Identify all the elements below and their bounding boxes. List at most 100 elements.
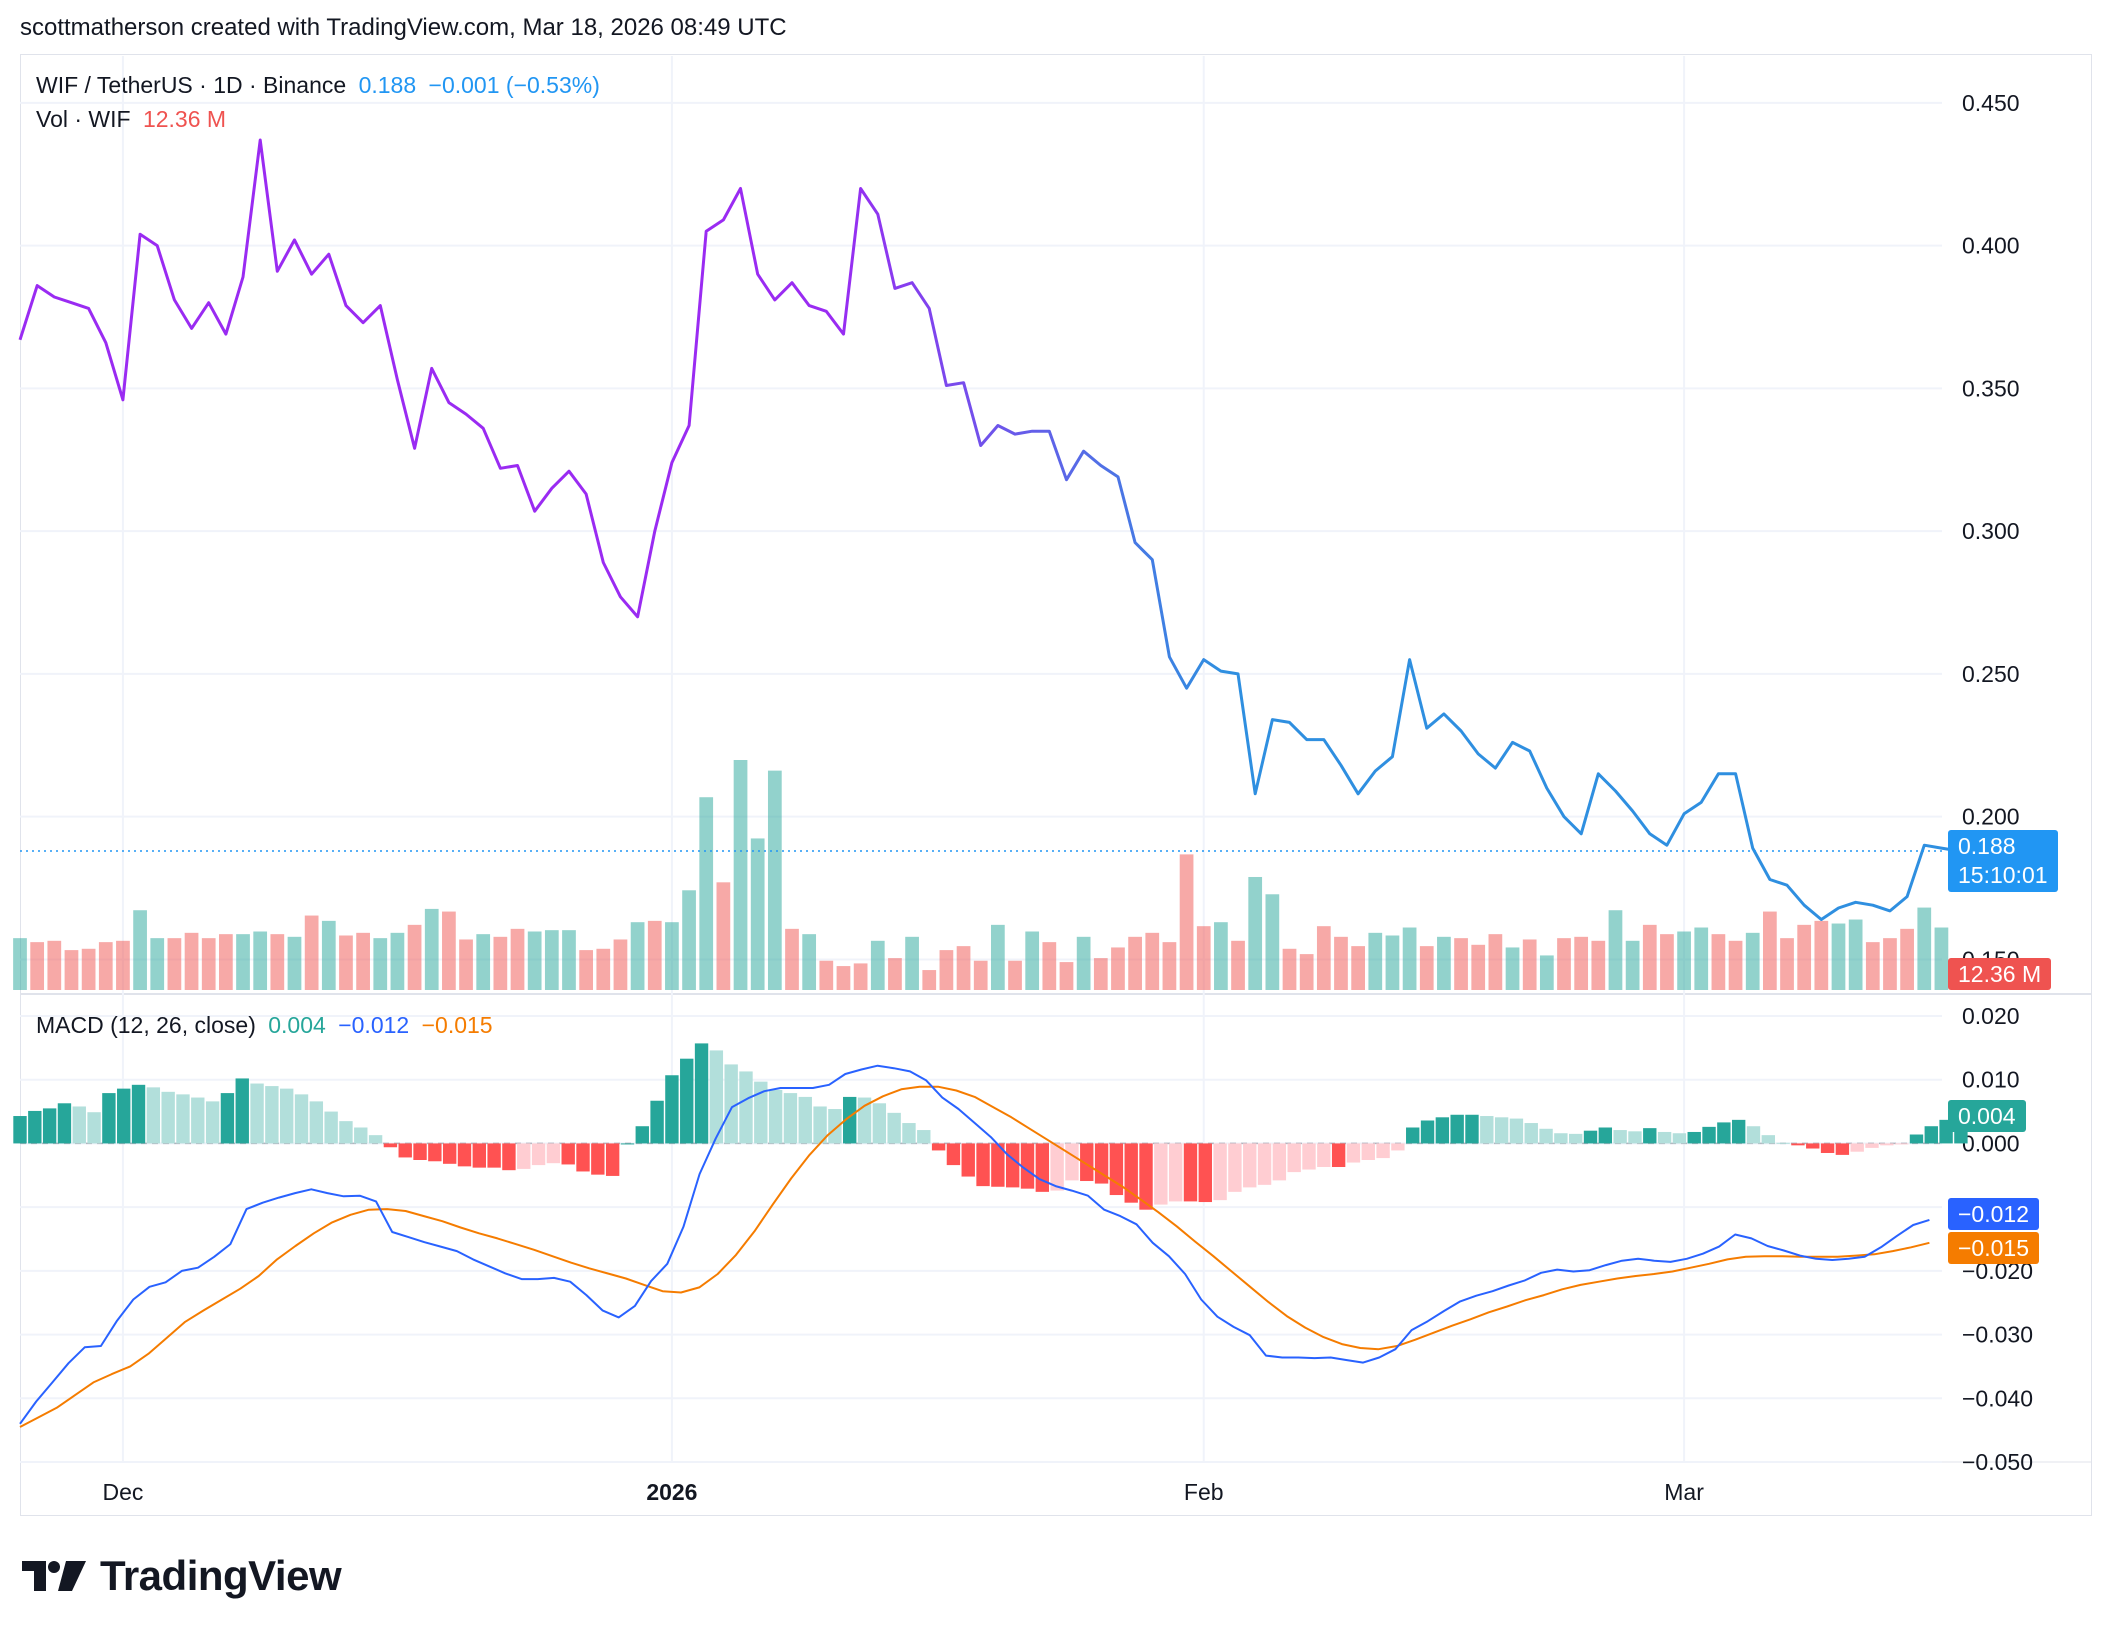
macd-histogram-bar xyxy=(1613,1130,1627,1144)
macd-histogram-bar xyxy=(843,1096,857,1144)
macd-histogram-bar xyxy=(309,1101,324,1144)
volume-bar xyxy=(133,910,147,990)
macd-histogram-bar xyxy=(1880,1143,1894,1146)
volume-bar xyxy=(1093,958,1108,990)
macd-histogram-bar xyxy=(1865,1143,1879,1148)
macd-histogram-bar xyxy=(220,1093,235,1144)
macd-histogram-bar xyxy=(146,1087,161,1144)
price-legend: WIF / TetherUS · 1D · Binance 0.188 −0.0… xyxy=(36,72,606,99)
macd-histogram-bar xyxy=(1272,1143,1287,1181)
macd-histogram-bar xyxy=(1717,1122,1731,1144)
volume-bar xyxy=(1677,931,1691,990)
volume-bar xyxy=(1728,940,1743,990)
volume-bar xyxy=(699,797,714,990)
macd-histogram-bar xyxy=(591,1143,605,1175)
volume-bar xyxy=(1316,926,1331,990)
volume-bar xyxy=(1299,954,1314,990)
volume-bar xyxy=(956,946,971,990)
macd-histogram-bar xyxy=(517,1143,531,1169)
macd-histogram-bar xyxy=(102,1093,116,1144)
macd-histogram-bar xyxy=(694,1043,709,1144)
time-axis-label: Mar xyxy=(1664,1479,1704,1505)
volume-bar xyxy=(1196,926,1211,990)
volume-legend: Vol · WIF 12.36 M xyxy=(36,106,232,133)
macd-histogram-bar xyxy=(976,1143,990,1187)
volume-bar xyxy=(1505,947,1520,990)
macd-label[interactable]: MACD (12, 26, close) xyxy=(36,1012,256,1038)
volume-label[interactable]: Vol · WIF xyxy=(36,106,131,132)
volume-bar xyxy=(630,922,645,990)
macd-histogram-bar xyxy=(946,1143,961,1166)
volume-bar xyxy=(1248,876,1263,990)
volume-bar xyxy=(1385,935,1400,990)
macd-histogram-bar xyxy=(635,1126,649,1144)
macd-histogram-bar xyxy=(798,1096,812,1144)
volume-bar xyxy=(1402,927,1417,990)
macd-histogram-bar xyxy=(931,1143,946,1151)
macd-axis-label: 0.020 xyxy=(1962,1003,2020,1029)
volume-bar xyxy=(682,890,696,990)
footer-brand: TradingView xyxy=(22,1552,342,1600)
volume-bar xyxy=(510,928,525,990)
macd-histogram-bar xyxy=(1094,1143,1109,1184)
macd-histogram-bar xyxy=(1198,1143,1212,1203)
macd-histogram-bar xyxy=(131,1084,146,1144)
volume-bar xyxy=(304,915,319,990)
volume-bar xyxy=(1883,938,1897,990)
macd-histogram-bar xyxy=(1554,1133,1568,1144)
macd-histogram-bar xyxy=(339,1121,353,1144)
macd-histogram-bar xyxy=(828,1109,842,1144)
volume-bar xyxy=(767,770,782,990)
macd-axis-label: −0.050 xyxy=(1962,1449,2033,1475)
volume-bar xyxy=(459,939,473,990)
volume-bar xyxy=(150,938,165,990)
volume-bar xyxy=(1076,936,1091,990)
macd-signal-value: −0.015 xyxy=(421,1012,493,1038)
chart-canvas[interactable]: Dec2026FebMar0.1500.2000.2500.3000.3500.… xyxy=(0,0,2108,1520)
macd-histogram-bar xyxy=(1183,1143,1198,1202)
macd-histogram-bar xyxy=(1909,1134,1924,1144)
volume-bar xyxy=(1025,931,1040,990)
macd-line xyxy=(19,1064,1930,1425)
macd-line-tag: −0.012 xyxy=(1948,1198,2039,1230)
volume-bar xyxy=(802,934,817,990)
volume-bar xyxy=(1797,924,1812,990)
volume-bar xyxy=(544,930,559,990)
macd-histogram-bar xyxy=(1050,1143,1064,1191)
volume-bar xyxy=(1763,911,1777,990)
volume-bar xyxy=(1231,940,1245,990)
macd-signal-line xyxy=(19,1085,1930,1428)
symbol-label[interactable]: WIF / TetherUS · 1D · Binance xyxy=(36,72,347,98)
macd-histogram-bar xyxy=(1672,1133,1687,1144)
macd-histogram-bar xyxy=(72,1106,86,1144)
volume-bar xyxy=(1008,960,1022,990)
volume-bar xyxy=(579,950,593,990)
macd-histogram-bar xyxy=(1657,1131,1672,1144)
volume-bar xyxy=(1814,920,1829,990)
price-axis-label: 0.350 xyxy=(1962,375,2020,401)
time-axis-label: Dec xyxy=(102,1479,143,1505)
volume-bar xyxy=(424,908,439,990)
volume-bar xyxy=(1591,940,1606,990)
volume-bar xyxy=(253,931,268,990)
macd-histogram-bar xyxy=(1539,1128,1553,1144)
macd-histogram-bar xyxy=(13,1116,27,1144)
macd-histogram-bar xyxy=(1820,1143,1835,1153)
volume-bar xyxy=(1557,938,1571,990)
macd-histogram-bar xyxy=(502,1143,516,1171)
macd-histogram-bar xyxy=(1791,1143,1805,1146)
volume-bar xyxy=(1368,932,1383,990)
volume-bar xyxy=(1179,854,1194,990)
macd-histogram-bar xyxy=(1420,1120,1435,1144)
macd-histogram-bar xyxy=(161,1091,175,1144)
volume-bar xyxy=(116,940,130,990)
macd-histogram-bar xyxy=(531,1143,546,1166)
volume-bar xyxy=(219,934,233,990)
macd-histogram-bar xyxy=(561,1143,575,1165)
volume-bar xyxy=(1059,962,1074,990)
volume-bar xyxy=(184,932,199,990)
macd-histogram-bar xyxy=(1243,1143,1257,1188)
volume-bar xyxy=(201,938,216,990)
macd-histogram-bar xyxy=(472,1143,486,1168)
macd-histogram-bar xyxy=(1228,1143,1242,1192)
